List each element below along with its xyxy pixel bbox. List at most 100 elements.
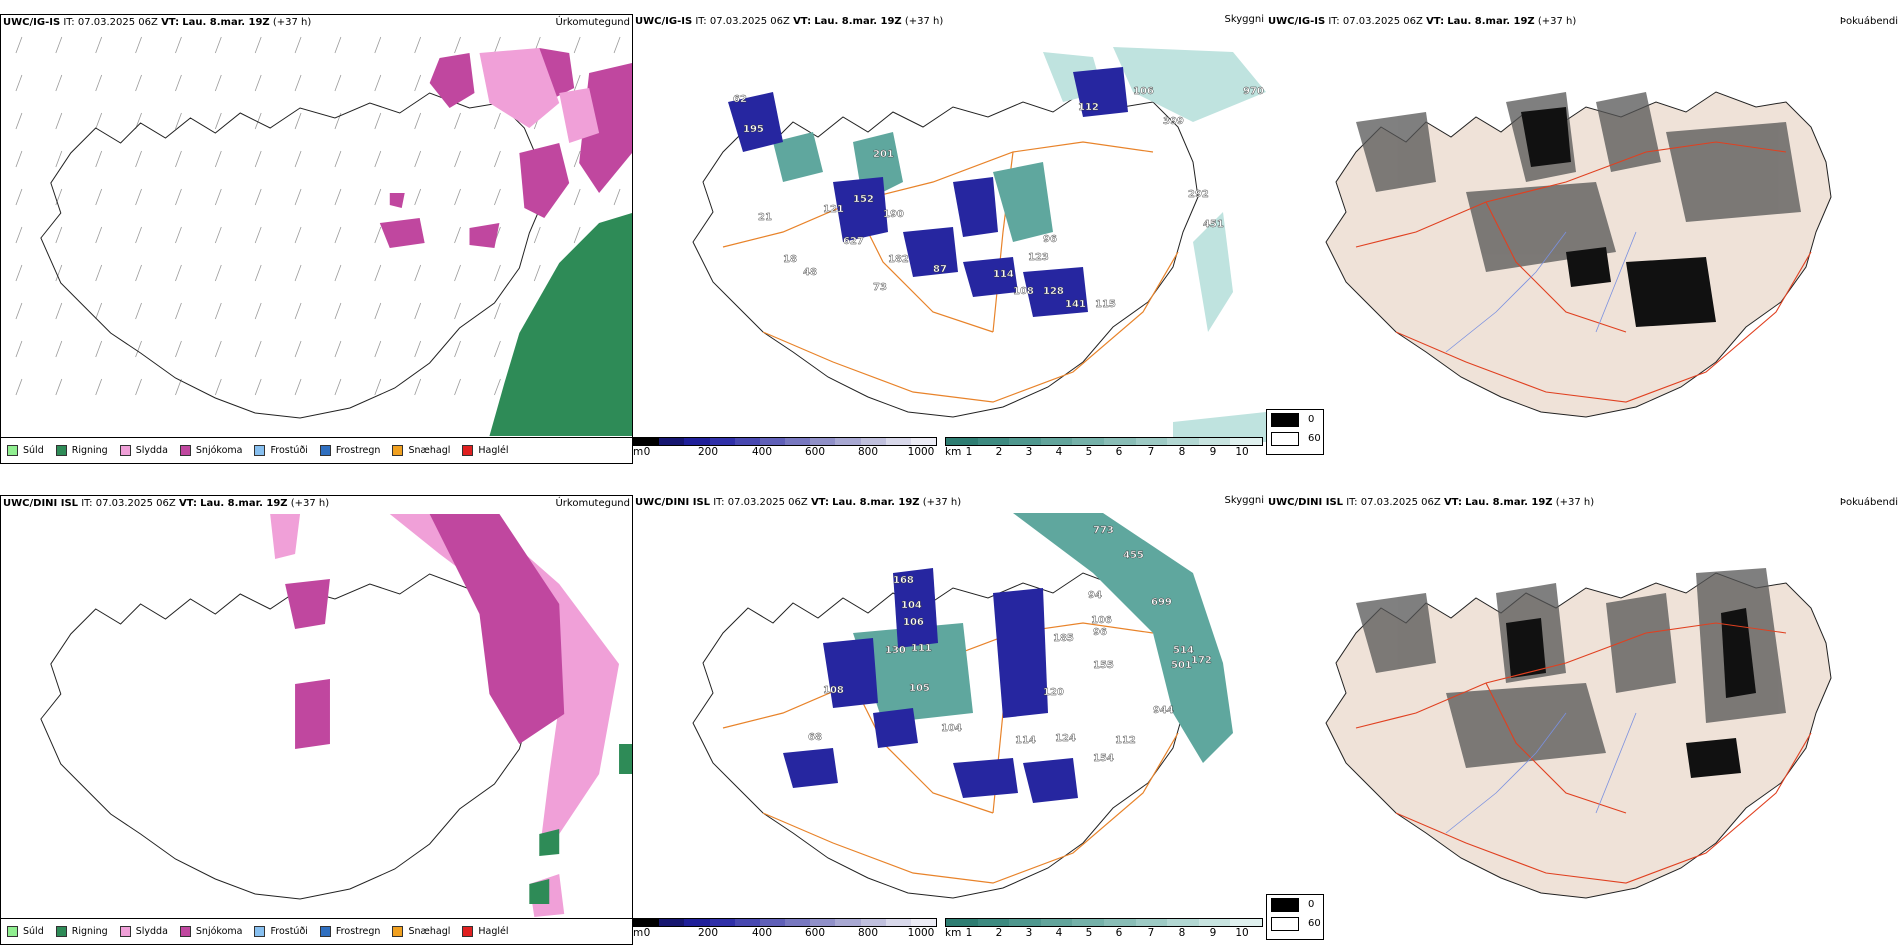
wind-barb xyxy=(254,150,262,168)
vis-value: 108 xyxy=(823,685,844,696)
legend-item: Snjókoma xyxy=(179,926,242,937)
rivers xyxy=(1445,712,1637,834)
vis-value: 292 xyxy=(1188,189,1209,200)
visibility-colorbar: km 1 2 3 4 5 6 7 8 9 10 xyxy=(945,437,1263,458)
vis-value: 451 xyxy=(1203,219,1224,230)
wind-barb xyxy=(374,150,382,168)
vis-value: 124 xyxy=(1055,733,1076,744)
colorbar-tick: 8 xyxy=(1178,446,1186,458)
wind-barb xyxy=(454,264,461,282)
wind-barb xyxy=(55,378,63,396)
wind-barb xyxy=(334,36,342,54)
vis-areas xyxy=(1043,47,1266,442)
model-name: UWC/DINI ISL xyxy=(3,498,79,509)
wind-barb xyxy=(374,264,382,282)
wind-barb xyxy=(254,378,262,396)
wind-barb xyxy=(214,112,222,130)
legend-label: Snjókoma xyxy=(195,445,243,456)
ceiling-colorbar: m 0 200 400 600 800 1000 xyxy=(633,918,937,939)
legend-swatch xyxy=(319,926,331,937)
legend-label: Slydda xyxy=(135,926,168,937)
wind-barb xyxy=(254,226,262,244)
precip-map xyxy=(1,33,632,436)
wind-barb xyxy=(95,112,103,130)
it-value: 07.03.2025 06Z xyxy=(727,497,808,508)
vt-label: VT: xyxy=(810,497,829,508)
rivers xyxy=(1445,231,1637,353)
vis-value: 94 xyxy=(1088,590,1102,601)
legend-label: Slydda xyxy=(135,445,168,456)
wind-barb xyxy=(15,340,23,358)
fog-legend-row: 0 xyxy=(1267,410,1323,429)
road-network xyxy=(1355,622,1812,884)
panel-header: UWC/IG-IS IT: 07.03.2025 06Z VT: Lau. 8.… xyxy=(1266,14,1900,30)
vis-value: 201 xyxy=(873,149,894,160)
wind-barb xyxy=(55,150,63,168)
wind-barb xyxy=(175,378,182,396)
wind-barb xyxy=(214,340,222,358)
vis-value: 87 xyxy=(933,264,947,275)
wind-barb xyxy=(95,378,103,396)
wind-barb xyxy=(494,112,501,130)
wind-barb xyxy=(214,302,222,320)
lead-time: (+37 h) xyxy=(272,17,312,28)
legend-swatch xyxy=(254,445,266,456)
wind-barb xyxy=(414,150,422,168)
wind-barb xyxy=(454,188,461,206)
vt-value: Lau. 8.mar. 19Z xyxy=(814,16,902,27)
it-label: IT: xyxy=(713,497,725,508)
panel-header: UWC/IG-IS IT: 07.03.2025 06Z VT: Lau. 8.… xyxy=(1,15,632,31)
vis-value: 120 xyxy=(1043,687,1064,698)
wind-barb xyxy=(294,302,302,320)
colorbar-tick: 5 xyxy=(1085,446,1093,458)
wind-barb xyxy=(494,150,501,168)
legend-swatch xyxy=(119,445,131,456)
wind-barb xyxy=(334,74,342,92)
wind-barb xyxy=(135,302,142,320)
wind-barb xyxy=(15,226,23,244)
vis-value: 190 xyxy=(883,209,904,220)
wind-barb xyxy=(294,36,302,54)
vis-value: 773 xyxy=(1093,525,1114,536)
vis-value: 106 xyxy=(903,617,924,628)
wind-barb xyxy=(494,188,501,206)
wind-barb xyxy=(254,112,262,130)
legend-item: Rigning xyxy=(55,445,108,456)
legend-label: Rigning xyxy=(71,926,108,937)
precip-legend: Súld Rigning Slydda Snjókoma Frostúði Fr… xyxy=(1,437,632,463)
vis-value: 104 xyxy=(941,723,962,734)
wind-barb xyxy=(454,226,461,244)
wind-barb xyxy=(135,36,142,54)
legend-label: Frostregn xyxy=(335,926,381,937)
colorbar-tick: 4 xyxy=(1055,927,1063,939)
fog-legend-label: 0 xyxy=(1308,899,1315,910)
wind-barb xyxy=(135,226,142,244)
wind-barb xyxy=(214,188,222,206)
precip-map-svg xyxy=(15,36,632,436)
ceiling-colorbar-strip xyxy=(633,437,937,446)
wind-barb xyxy=(95,36,103,54)
vis-value: 154 xyxy=(1093,753,1114,764)
vis-value: 501 xyxy=(1171,660,1192,671)
colorbar-tick: 7 xyxy=(1147,927,1155,939)
wind-barb xyxy=(573,188,581,206)
wind-barb xyxy=(414,188,422,206)
vt-value: Lau. 8.mar. 19Z xyxy=(832,497,920,508)
snow-areas xyxy=(285,514,565,749)
precip-map xyxy=(1,514,632,917)
wind-barb xyxy=(175,36,182,54)
legend-item: Snjókoma xyxy=(179,445,243,456)
colorbar-tick: 6 xyxy=(1115,927,1123,939)
fog-legend-label: 0 xyxy=(1308,414,1315,425)
visibility-colorbar-strip xyxy=(945,918,1263,927)
vis-value: 96 xyxy=(1043,234,1057,245)
visibility-colorbar-labels: km 1 2 3 4 5 6 7 8 9 10 xyxy=(945,446,1263,458)
fog-legend-label: 60 xyxy=(1308,433,1321,444)
vis-value: 106 xyxy=(1133,86,1154,97)
wind-barb xyxy=(95,340,103,358)
wind-barb xyxy=(135,264,142,282)
vis-value: 112 xyxy=(1078,102,1099,113)
fog-shading xyxy=(1356,568,1786,768)
wind-barb xyxy=(55,226,63,244)
vis-value: 155 xyxy=(1093,660,1114,671)
